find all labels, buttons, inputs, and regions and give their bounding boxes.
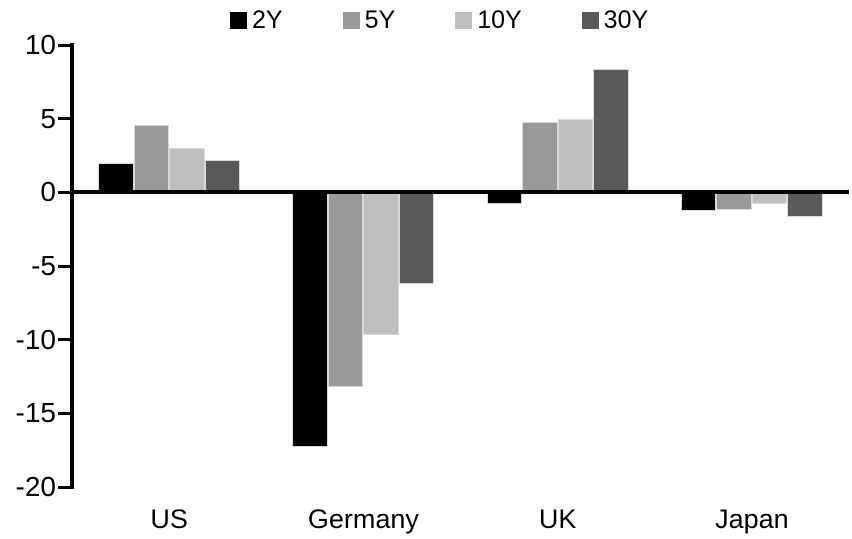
category-label: Germany [307,504,419,534]
bar-japan-30y [787,192,823,218]
y-tick [58,338,70,342]
y-tick-label: -10 [15,323,56,355]
legend-swatch-icon [581,11,599,29]
y-tick-label: -5 [31,250,56,281]
legend-swatch-icon [342,11,360,29]
bar-us-5y [133,124,170,193]
chart-legend: 2Y 5Y 10Y 30Y [230,5,648,35]
category-label: US [150,504,188,534]
bar-uk-30y [593,68,629,193]
legend-swatch-icon [230,11,247,29]
category-label: UK [538,504,577,534]
bar-us-30y [204,159,241,193]
legend-swatch-icon [455,11,473,29]
y-tick [58,190,70,194]
y-axis [70,43,74,489]
bar-us-10y [169,148,205,193]
y-tick [58,411,70,415]
legend-item-10y: 10Y [455,6,522,34]
y-tick-label: -15 [15,397,56,429]
bar-japan-5y [716,192,752,210]
bar-germany-5y [327,192,364,387]
bar-japan-2y [680,192,717,212]
y-tick [58,485,70,489]
y-tick [58,117,70,121]
y-tick-label: 0 [40,176,56,208]
y-tick [58,264,70,268]
bar-germany-2y [292,192,328,448]
bar-us-2y [98,162,134,193]
legend-item-5y: 5Y [342,6,396,34]
bar-uk-10y [557,118,594,193]
legend-item-2y: 2Y [230,6,283,34]
x-axis-zero-line [70,190,849,195]
bar-uk-5y [522,121,558,193]
legend-label: 5Y [364,6,396,34]
bar-germany-30y [398,192,435,284]
legend-item-30y: 30Y [581,6,649,34]
bar-germany-10y [363,192,399,336]
legend-label: 10Y [477,6,522,34]
category-label: Japan [715,504,789,534]
y-tick-label: 10 [24,29,56,60]
y-tick-label: -20 [15,471,56,502]
y-tick-label: 5 [40,102,56,134]
y-tick [58,43,70,47]
legend-label: 30Y [603,6,649,34]
legend-label: 2Y [252,6,283,34]
